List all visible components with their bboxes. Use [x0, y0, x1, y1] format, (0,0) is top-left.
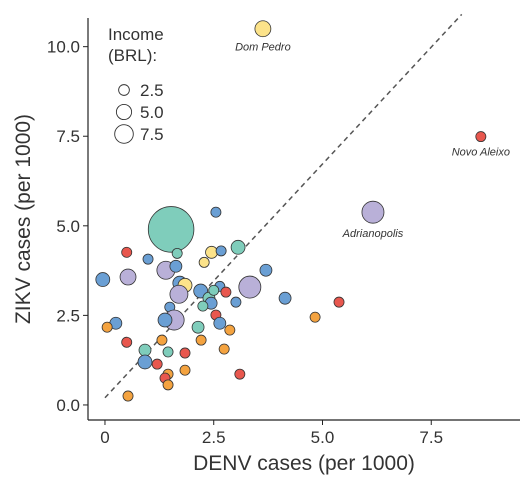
point — [191, 320, 205, 334]
y-axis-title: ZIKV cases (per 1000) — [12, 114, 35, 324]
point — [309, 311, 321, 323]
point — [142, 253, 154, 265]
point — [151, 358, 163, 370]
point — [171, 247, 183, 259]
point — [122, 390, 134, 402]
legend-title: Income — [108, 25, 164, 44]
point — [234, 368, 246, 380]
point — [169, 284, 189, 304]
y-tick-label: 2.5 — [56, 306, 80, 325]
point — [208, 284, 220, 296]
y-tick-label: 5.0 — [56, 217, 80, 236]
point — [179, 364, 191, 376]
point — [361, 200, 385, 224]
x-tick-label: 0 — [100, 428, 109, 447]
x-tick-label: 5.0 — [311, 428, 335, 447]
legend-label: 5.0 — [140, 103, 164, 122]
point — [218, 343, 230, 355]
point — [224, 324, 236, 336]
point — [169, 259, 183, 273]
legend-label: 2.5 — [140, 81, 164, 100]
point — [475, 131, 487, 143]
x-tick-label: 2.5 — [202, 428, 226, 447]
fit-line — [104, 13, 463, 399]
y-tick-label: 10.0 — [47, 38, 80, 57]
point — [254, 20, 272, 38]
y-tick-label: 0.0 — [56, 396, 80, 415]
point — [197, 300, 209, 312]
point — [259, 263, 273, 277]
y-tick-label: 7.5 — [56, 127, 80, 146]
point — [121, 336, 133, 348]
point — [179, 347, 191, 359]
point — [205, 245, 218, 259]
x-tick-label: 7.5 — [419, 428, 443, 447]
point-label: Novo Aleixo — [452, 147, 510, 159]
point-label: Adrianopolis — [342, 228, 404, 240]
point — [278, 291, 292, 305]
point — [230, 296, 242, 308]
point — [162, 379, 174, 391]
legend-size — [114, 124, 134, 144]
x-axis-title: DENV cases (per 1000) — [193, 452, 415, 475]
point — [333, 296, 345, 308]
point — [220, 286, 232, 298]
legend-title: (BRL): — [108, 46, 157, 65]
legend-size — [118, 84, 130, 96]
point — [137, 354, 153, 370]
point — [101, 321, 113, 333]
legend-size — [115, 103, 133, 121]
point — [198, 256, 210, 268]
point — [147, 206, 195, 253]
point — [195, 334, 207, 346]
legend-label: 7.5 — [140, 125, 164, 144]
point — [119, 268, 137, 286]
point — [162, 346, 174, 358]
point — [213, 316, 227, 330]
point — [238, 275, 262, 299]
point — [95, 272, 111, 287]
point — [230, 239, 246, 255]
point-label: Dom Pedro — [235, 42, 291, 54]
point — [138, 343, 152, 357]
point — [157, 312, 173, 328]
point — [215, 245, 227, 257]
point — [121, 246, 133, 258]
point — [156, 334, 168, 346]
point — [210, 206, 222, 218]
